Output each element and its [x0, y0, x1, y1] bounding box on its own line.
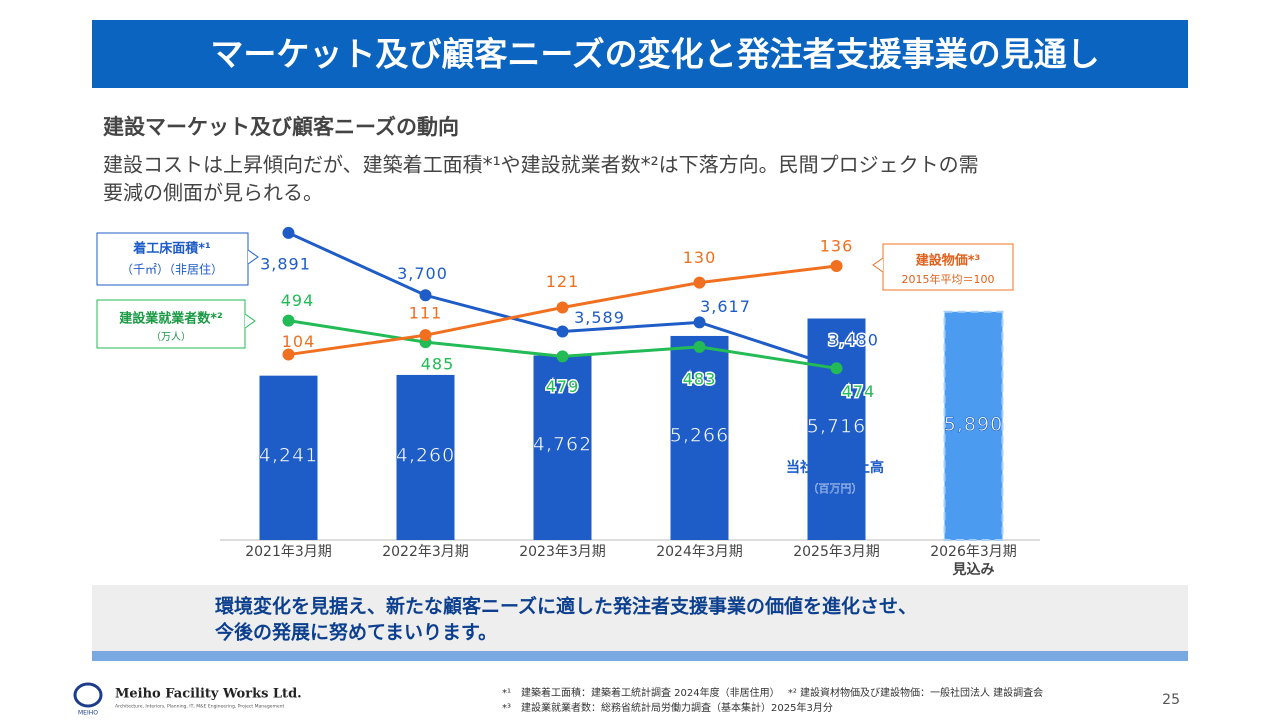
line-value-label: 104	[282, 332, 316, 351]
line-value-label: 111	[409, 304, 443, 323]
line-value-label: 3,589	[574, 308, 625, 327]
description: 要減の側面が見られる。	[103, 181, 323, 205]
callout	[96, 299, 246, 349]
bar-legend-unit: （百万円）	[808, 482, 863, 495]
line-value-label: 3,700	[397, 264, 448, 283]
point	[693, 316, 706, 329]
company: Meiho Facility Works Ltd.	[115, 687, 302, 702]
callout	[882, 243, 1014, 291]
footnote: *¹ 建築着工面積：建築着工統計調査 2024年度（非居住用） *² 建設資材物…	[502, 686, 1043, 699]
line-value-label: 483	[683, 369, 717, 388]
bar	[670, 335, 729, 540]
line-value-label: 136	[820, 236, 854, 255]
x-tick-label: 2022年3月期	[382, 544, 469, 560]
bar	[396, 374, 455, 540]
point	[282, 314, 295, 327]
line-value-label: 474	[842, 382, 876, 401]
line-value-label: 121	[546, 272, 580, 291]
x-tick-label: 2025年3月期	[793, 544, 880, 560]
x-tick-label: 2021年3月期	[245, 544, 332, 560]
point	[830, 362, 843, 375]
bar-value-label: 5,716	[807, 416, 866, 438]
bar	[259, 375, 318, 540]
line	[287, 231, 837, 369]
point	[556, 325, 569, 338]
bar	[533, 355, 592, 540]
bar-value-label: 5,266	[670, 425, 729, 447]
x-tick-label: 2024年3月期	[656, 544, 743, 560]
conclusion-stripe	[92, 651, 1188, 661]
point	[419, 289, 432, 302]
conclusion-box	[92, 585, 1188, 651]
line-value-label: 130	[683, 248, 717, 267]
legend-unit: 2015年平均＝100	[902, 272, 995, 286]
line-value-label: 494	[281, 291, 315, 310]
point	[419, 329, 432, 342]
line-value-label: 485	[421, 355, 455, 374]
bar-legend-name: 当社通期売上高	[786, 459, 884, 476]
point	[693, 276, 706, 289]
description: 建設コストは上昇傾向だが、建築着工面積*¹や建設就業者数*²は下落方向。民間プロ…	[103, 153, 979, 177]
plot: 4,241 2021年3月期 4,260 2022年3月期 4,762 2023年3月期 5…	[245, 226, 1017, 578]
heading: 建設マーケット及び顧客ニーズの動向	[103, 115, 459, 139]
callout	[96, 232, 249, 286]
point	[556, 350, 569, 363]
title: マーケット及び顧客ニーズの変化と発注者支援事業の見通し	[210, 35, 1099, 74]
line-value-label: 3,891	[260, 254, 311, 273]
conclusion: 今後の発展に努めてまいります。	[214, 621, 497, 644]
x-tick-label: 2023年3月期	[519, 544, 606, 560]
logo-text: MEIHO	[78, 710, 98, 717]
legend-name: 着工床面積*¹	[132, 241, 211, 257]
legend-unit: （万人）	[151, 331, 191, 343]
legend-unit: （千㎡）（非居住）	[121, 263, 223, 277]
line-value-label: 3,617	[700, 297, 751, 316]
line-value-label: 479	[546, 377, 580, 396]
callout-pointer	[244, 313, 256, 329]
bar-value-label: 4,762	[533, 434, 592, 456]
callout-pointer	[247, 249, 259, 265]
legend-name: 建設物価*³	[916, 253, 981, 269]
point	[693, 340, 706, 353]
conclusion: 環境変化を見据え、新たな顧客ニーズに適した発注者支援事業の価値を進化させ、	[215, 595, 917, 618]
point	[830, 259, 843, 272]
x-tick-label: 2026年3月期	[930, 544, 1017, 560]
forecast-note: 見込み	[952, 561, 995, 578]
line-value-label: 3,480	[828, 331, 879, 350]
callout-pointer	[872, 257, 884, 273]
point	[282, 348, 295, 361]
point	[282, 226, 295, 239]
logo-mark	[73, 682, 103, 708]
legend-name: 建設業就業者数*²	[119, 311, 223, 327]
company-sub: Architecture, Interiors, Planning, IT, M…	[115, 704, 284, 710]
bar-value-label: 5,890	[944, 414, 1003, 436]
bar	[943, 310, 1004, 542]
bar-value-label: 4,241	[259, 445, 318, 467]
title-band	[92, 20, 1188, 88]
page-number: 25	[1162, 692, 1180, 708]
bar	[807, 318, 866, 540]
bar-value-label: 4,260	[396, 445, 455, 467]
point	[556, 301, 569, 314]
footnote: *³ 建設業就業者数：総務省統計局労働力調査（基本集計）2025年3月分	[502, 701, 833, 714]
